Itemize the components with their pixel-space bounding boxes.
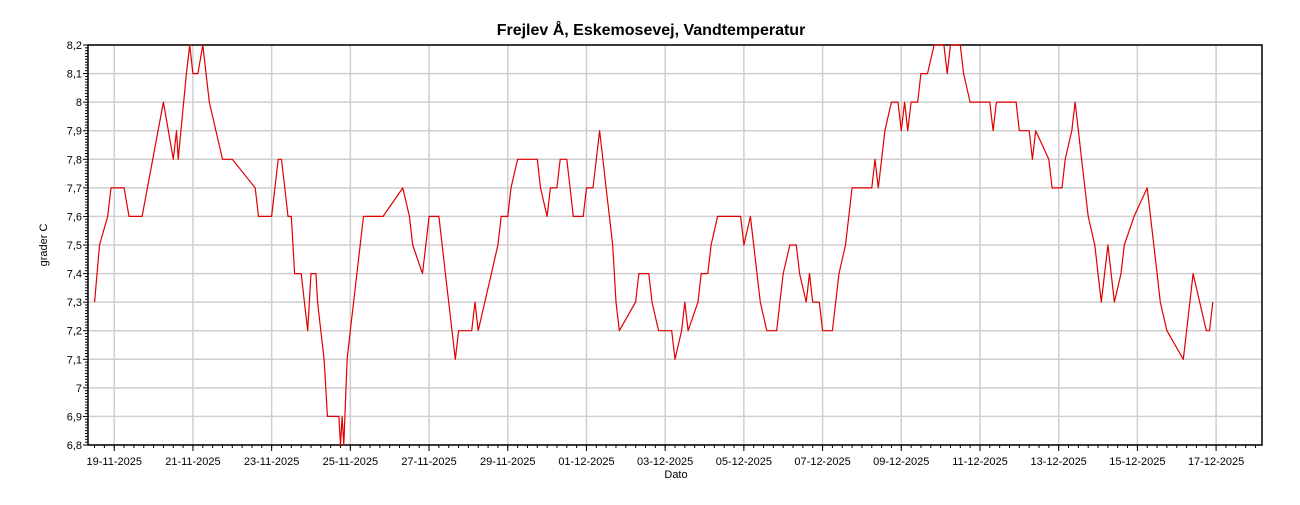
- y-tick-label: 7,3: [67, 297, 82, 309]
- x-tick-label: 07-12-2025: [794, 456, 850, 468]
- y-axis-label: grader C: [38, 224, 50, 267]
- y-tick-label: 7,2: [67, 326, 82, 338]
- y-tick-label: 8,1: [67, 69, 82, 81]
- x-tick-label: 23-11-2025: [244, 456, 299, 468]
- x-tick-label: 17-12-2025: [1188, 456, 1244, 468]
- x-tick-label: 03-12-2025: [637, 456, 693, 468]
- x-tick-label: 25-11-2025: [323, 456, 378, 468]
- y-tick-label: 7,7: [67, 183, 82, 195]
- x-tick-label: 09-12-2025: [873, 456, 929, 468]
- chart-title: Frejlev Å, Eskemosevej, Vandtemperatur: [497, 20, 806, 39]
- y-tick-label: 6,8: [67, 440, 82, 452]
- x-tick-label: 05-12-2025: [716, 456, 772, 468]
- tick-labels: 6,8 6,9 7 7,1 7,2 7,3 7,4 7,5 7,6 7,7 7,8 7,9 8 8,1 8,…: [67, 40, 1245, 468]
- x-axis-label: Dato: [664, 469, 687, 481]
- x-tick-label: 01-12-2025: [558, 456, 614, 468]
- y-tick-label: 7,6: [67, 211, 82, 223]
- x-tick-label: 13-12-2025: [1031, 456, 1087, 468]
- y-tick-label: 7,9: [67, 126, 82, 138]
- x-tick-label: 29-11-2025: [480, 456, 535, 468]
- y-tick-label: 7: [76, 383, 82, 395]
- x-tick-label: 21-11-2025: [165, 456, 220, 468]
- x-tick-label: 15-12-2025: [1109, 456, 1165, 468]
- series-line: [94, 44, 1214, 446]
- x-tick-label: 11-12-2025: [952, 456, 1007, 468]
- y-tick-label: 8,2: [67, 40, 82, 52]
- x-tick-label: 27-11-2025: [401, 456, 456, 468]
- axis-ticks: [83, 44, 1256, 451]
- y-tick-label: 6,9: [67, 411, 82, 423]
- y-tick-label: 7,8: [67, 154, 82, 166]
- y-tick-label: 7,5: [67, 240, 82, 252]
- y-tick-label: 7,4: [67, 269, 82, 281]
- grid: [88, 44, 1262, 446]
- x-tick-label: 19-11-2025: [87, 456, 142, 468]
- y-tick-label: 7,1: [67, 354, 82, 366]
- series-layer: [94, 44, 1214, 446]
- y-tick-label: 8: [76, 97, 82, 109]
